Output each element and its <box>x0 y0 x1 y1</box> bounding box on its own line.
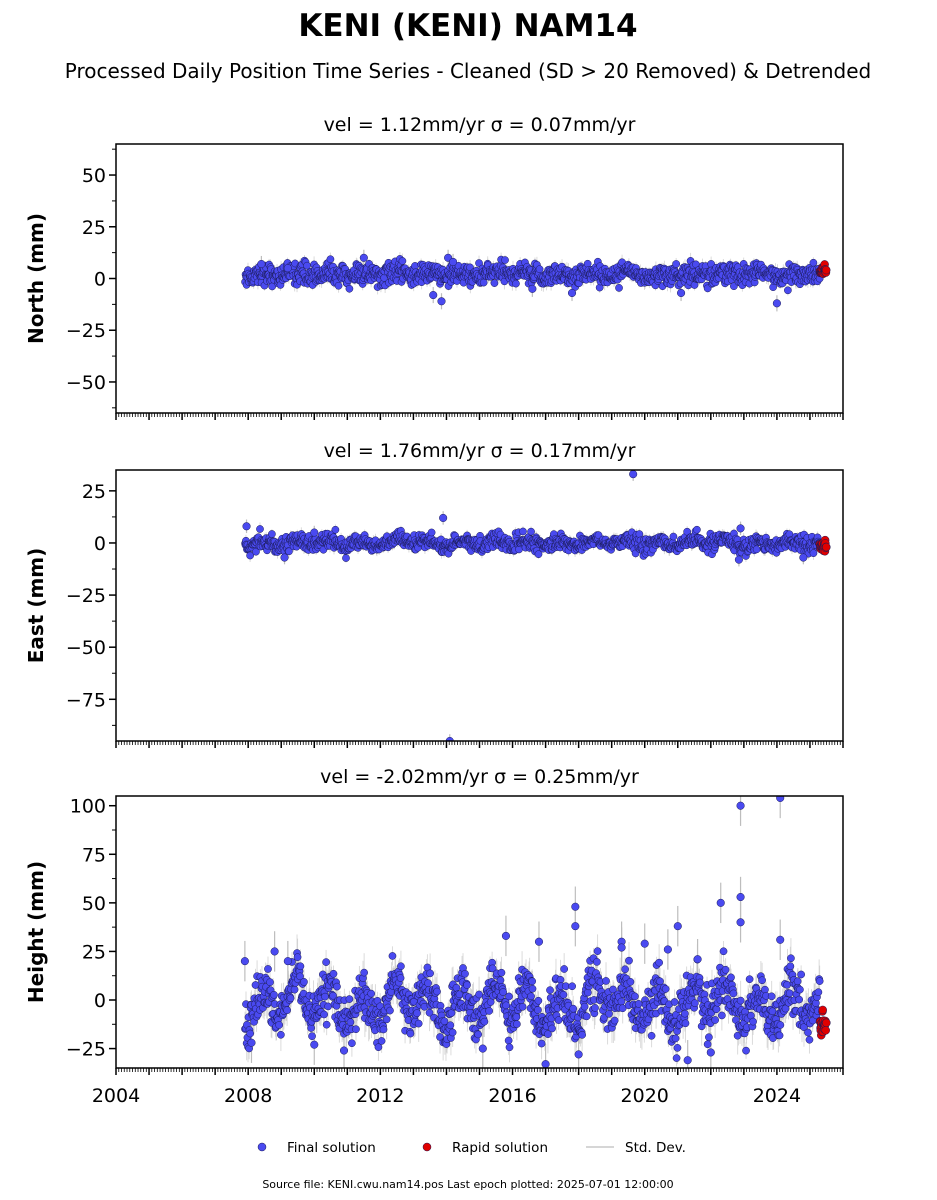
final-point <box>535 265 544 274</box>
final-point <box>326 255 335 264</box>
panel-title: vel = 1.12mm/yr σ = 0.07mm/yr <box>324 114 636 136</box>
final-point <box>527 527 535 536</box>
final-point <box>359 253 368 262</box>
final-point <box>669 532 678 541</box>
final-point <box>672 260 681 268</box>
final-point <box>246 551 254 560</box>
error-bars <box>244 470 821 741</box>
points <box>241 253 831 308</box>
rapid-point <box>821 265 831 275</box>
final-point <box>449 257 458 266</box>
figure-title: KENI (KENI) NAM14 <box>298 8 637 44</box>
figure-subtitle: Processed Daily Position Time Series - C… <box>65 59 871 83</box>
final-point <box>799 553 808 562</box>
final-point <box>501 256 509 264</box>
final-point <box>615 284 623 292</box>
final-point <box>252 547 260 556</box>
final-point <box>752 545 761 554</box>
final-point <box>809 258 818 267</box>
final-point <box>445 736 454 741</box>
final-point <box>257 259 266 269</box>
final-point <box>693 525 701 534</box>
y-tick-label: −25 <box>66 320 106 342</box>
final-point <box>429 291 438 300</box>
final-point <box>528 284 537 293</box>
data-layer <box>241 249 831 312</box>
final-point <box>283 264 292 273</box>
y-tick-label: 0 <box>94 269 106 291</box>
final-point <box>280 553 289 562</box>
final-point <box>734 555 743 564</box>
y-tick-label: 25 <box>82 217 106 239</box>
final-point <box>519 527 527 536</box>
final-point <box>439 513 448 522</box>
final-point <box>427 528 436 537</box>
final-point <box>490 279 499 287</box>
final-point <box>736 524 745 533</box>
final-point <box>345 284 354 293</box>
final-point <box>398 257 407 265</box>
final-point <box>629 470 638 479</box>
y-tick-label: 50 <box>82 165 106 187</box>
final-point <box>772 299 781 308</box>
final-point <box>677 288 686 298</box>
final-point <box>512 279 520 288</box>
final-point <box>567 288 577 298</box>
final-point <box>534 550 543 559</box>
final-point <box>256 525 264 533</box>
final-point <box>310 528 319 537</box>
panel-title: vel = 1.76mm/yr σ = 0.17mm/yr <box>324 440 636 462</box>
points <box>241 470 831 741</box>
final-point <box>331 525 340 534</box>
data-layer <box>241 470 831 741</box>
y-tick-label: −50 <box>66 372 106 394</box>
final-point <box>342 554 350 562</box>
final-point <box>437 297 446 306</box>
final-point <box>334 281 343 290</box>
final-point <box>268 530 276 538</box>
final-point <box>242 522 251 531</box>
final-point <box>784 286 792 295</box>
y-axis-label: North (mm) <box>24 213 48 344</box>
final-point <box>479 278 488 287</box>
final-point <box>303 261 311 270</box>
final-point <box>809 549 818 558</box>
final-point <box>285 547 293 556</box>
y-axis-label: East (mm) <box>24 548 48 664</box>
final-point <box>475 259 483 267</box>
